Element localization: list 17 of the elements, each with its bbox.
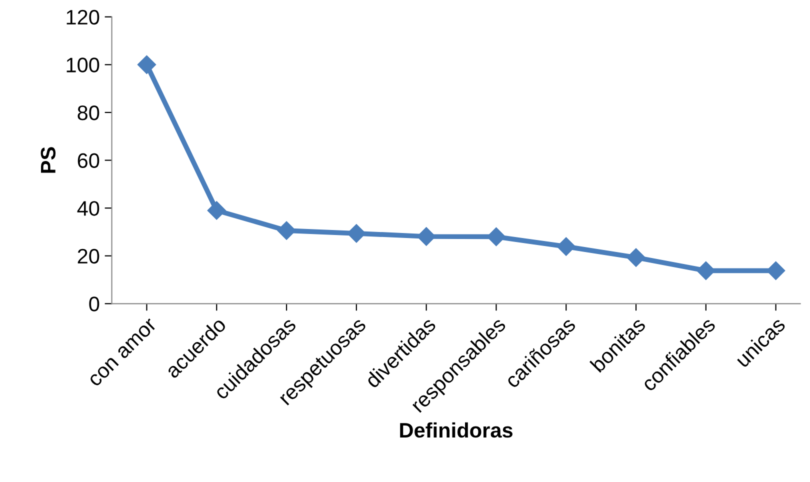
y-axis-title: PS <box>40 147 56 173</box>
y-tick-label: 120 <box>66 10 100 25</box>
y-tick-label: 60 <box>78 153 100 168</box>
y-tick-label: 40 <box>77 201 100 216</box>
y-tick-label: 80 <box>78 105 100 120</box>
y-tick-label: 0 <box>89 296 100 312</box>
point <box>416 227 436 246</box>
point <box>347 224 366 243</box>
y-tick-label: 20 <box>78 248 100 264</box>
point <box>207 201 226 220</box>
point <box>277 221 296 240</box>
point <box>626 248 646 267</box>
x-axis-title: Definidoras <box>400 422 512 438</box>
point <box>556 237 576 256</box>
y-tick-label: 100 <box>66 58 100 72</box>
point <box>696 261 716 280</box>
point <box>137 55 156 74</box>
